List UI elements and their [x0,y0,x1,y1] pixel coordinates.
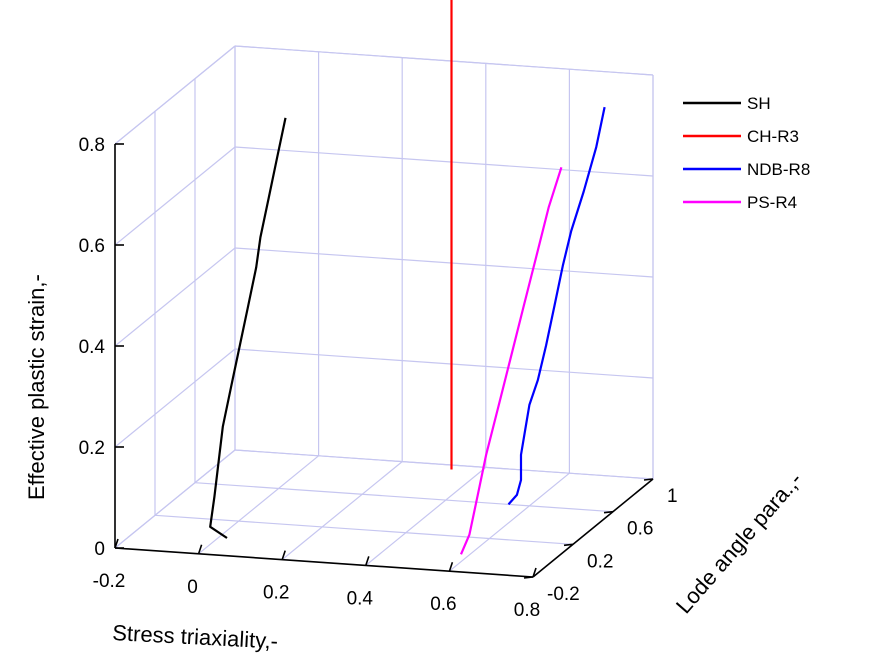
grid-line [114,348,236,448]
x-tick-label: 0.4 [347,588,374,609]
legend-label: PS-R4 [747,193,797,212]
z-tick-label: 0.2 [79,438,105,459]
x-tick-label: 0.8 [514,600,540,621]
y-tick-label: 0.2 [587,551,613,572]
data-series [209,0,606,555]
y-tick-mark [603,510,614,514]
legend: SH CH-R3 NDB-R8 PS-R4 [683,94,810,212]
x-axis-label: Stress triaxiality,- [112,620,279,654]
box-edge [234,45,654,76]
y-tick-label: 0.6 [627,519,653,540]
x-tick-label: 0 [187,577,198,598]
grid-line [154,514,574,545]
z-tick-label: 0.4 [79,337,106,358]
x-axis-line [114,547,534,578]
grid-line [234,146,654,177]
x-tick-mark [365,556,370,566]
series-line-sh [209,117,287,539]
x-tick-mark [114,538,119,549]
y-tick-mark [563,543,574,547]
legend-label: NDB-R8 [747,160,810,179]
grid-line [198,455,319,555]
box-edge [114,45,236,145]
y-axis-label: Lode angle para.,- [671,467,807,618]
grid-line [194,482,614,513]
y-axis-line [532,478,654,578]
z-tick-label: 0.6 [79,236,105,257]
grid-line [114,146,236,246]
grid-line [234,449,654,480]
z-tick-label: 0.8 [79,135,105,156]
y-tick-mark [523,576,534,579]
grid-line [449,472,570,572]
grid-line [365,466,487,566]
z-tick-label: 0 [94,539,105,560]
grid-line [234,247,654,278]
axes [114,143,654,579]
grid-line [234,348,654,379]
grid-line [114,247,236,347]
tick-labels: 0 0.2 0.4 0.6 0.8 -0.2 0 0.2 0.4 0.6 0.8 -0.2 0.2 0.6… [79,135,678,621]
grid-line [114,449,236,549]
x-tick-label: 0.6 [430,594,456,615]
x-tick-mark [448,561,454,572]
y-tick-label: -0.2 [547,584,580,605]
z-axis-label: Effective plastic strain,- [24,274,49,500]
grid-line [281,461,403,561]
x-tick-mark [281,550,286,560]
legend-label: SH [747,94,771,113]
x-tick-mark [532,567,537,578]
x-tick-mark [197,544,203,555]
x-tick-label: 0.2 [263,583,289,604]
series-line-ps-r4 [459,166,563,555]
grid-lines [114,45,654,578]
x-tick-label: -0.2 [93,571,126,592]
y-tick-mark [643,478,654,481]
legend-label: CH-R3 [747,127,799,146]
series-line-ndb-r8 [507,106,606,506]
y-tick-label: 1 [667,486,678,507]
